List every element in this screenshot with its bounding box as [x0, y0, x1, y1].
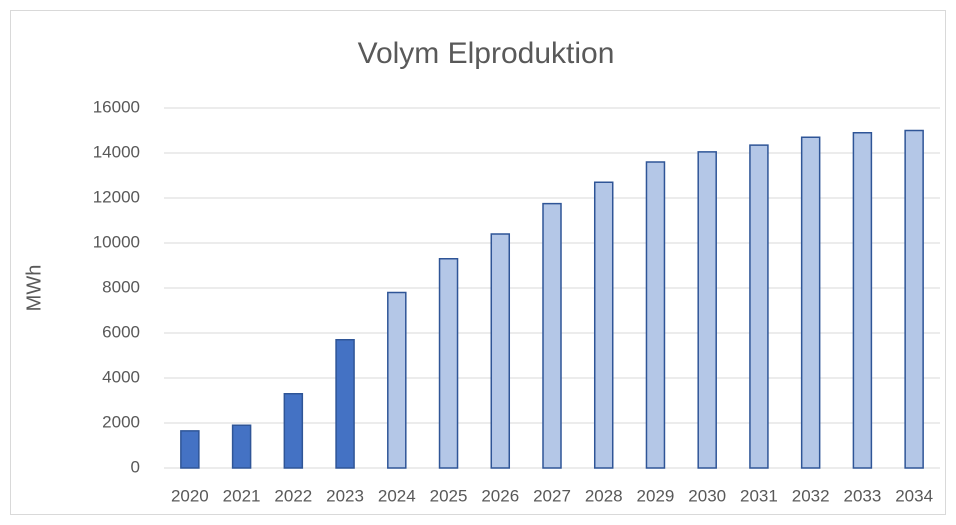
x-tick-label: 2024	[378, 486, 416, 505]
chart-frame	[10, 10, 946, 515]
x-tick-label: 2026	[481, 486, 519, 505]
bar	[283, 393, 304, 469]
bar	[593, 181, 614, 469]
x-tick-label: 2034	[895, 486, 933, 505]
bar	[800, 136, 821, 469]
y-tick-label: 0	[131, 457, 140, 476]
bar	[904, 129, 924, 469]
bar	[852, 132, 873, 469]
bar	[697, 151, 717, 469]
x-tick-label: 2027	[533, 486, 571, 505]
y-tick-label: 14000	[93, 142, 140, 161]
x-tick-label: 2021	[223, 486, 261, 505]
x-tick-label: 2032	[792, 486, 830, 505]
bar	[335, 339, 355, 469]
y-tick-label: 8000	[102, 277, 140, 296]
y-tick-label: 6000	[102, 322, 140, 341]
bar	[542, 202, 562, 469]
x-tick-label: 2020	[171, 486, 209, 505]
x-tick-label: 2031	[740, 486, 778, 505]
x-tick-label: 2030	[688, 486, 726, 505]
x-tick-label: 2033	[843, 486, 881, 505]
x-tick-label: 2023	[326, 486, 364, 505]
bar	[490, 233, 511, 469]
x-tick-label: 2029	[637, 486, 675, 505]
y-tick-label: 12000	[93, 187, 140, 206]
y-tick-label: 16000	[93, 97, 140, 116]
y-tick-label: 4000	[102, 367, 140, 386]
chart-title: Volym Elproduktion	[358, 37, 615, 70]
bar	[387, 291, 407, 469]
bar	[180, 430, 200, 469]
y-axis-label: MWh	[23, 265, 45, 312]
x-tick-label: 2022	[274, 486, 312, 505]
bar	[231, 424, 252, 469]
x-tick-label: 2028	[585, 486, 623, 505]
y-tick-label: 2000	[102, 412, 140, 431]
y-tick-label: 10000	[93, 232, 140, 251]
bar	[749, 144, 769, 469]
bar	[438, 258, 459, 469]
bar	[645, 161, 666, 469]
x-tick-label: 2025	[430, 486, 468, 505]
